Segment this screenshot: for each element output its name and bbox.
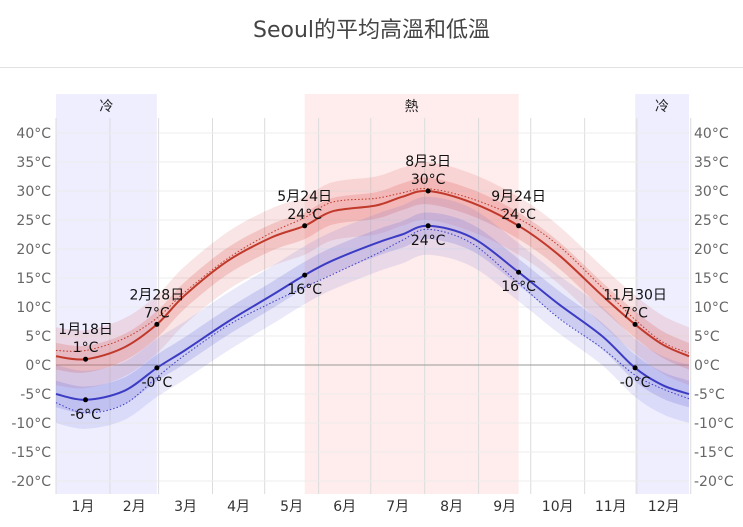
annotation-date: 11月30日: [603, 287, 667, 303]
y-tick-label-right: 0°C: [694, 358, 720, 374]
high-dotted-line: [55, 188, 690, 354]
x-tick-label: 4月: [227, 499, 250, 515]
y-tick-label-left: 25°C: [16, 213, 51, 229]
y-tick-label-left: 35°C: [16, 155, 51, 171]
annotation-value: 7°C: [144, 305, 170, 321]
season-label-2: 冷: [655, 99, 669, 115]
annotation-date: 5月24日: [277, 189, 332, 205]
y-tick-label-right: 40°C: [694, 126, 729, 142]
y-tick-label-right: 20°C: [694, 242, 729, 258]
annotation-point: [632, 321, 638, 327]
y-tick-label-left: 30°C: [16, 184, 51, 200]
y-tick-label-right: -15°C: [694, 445, 734, 461]
y-tick-label-right: 15°C: [694, 271, 729, 287]
y-tick-label-left: 5°C: [25, 329, 51, 345]
annotation-value: -0°C: [141, 375, 172, 391]
y-tick-label-left: -15°C: [11, 445, 51, 461]
y-tick-label-left: -10°C: [11, 416, 51, 432]
y-tick-label-left: -20°C: [11, 474, 51, 490]
x-tick-label: 7月: [386, 499, 409, 515]
y-tick-label-left: 15°C: [16, 271, 51, 287]
annotation-point: [83, 356, 89, 362]
annotation-point: [632, 365, 638, 371]
annotation-date: 2月28日: [129, 287, 184, 303]
y-tick-label-right: -10°C: [694, 416, 734, 432]
x-tick-label: 2月: [123, 499, 146, 515]
title-divider: [0, 67, 743, 68]
y-tick-label-right: 30°C: [694, 184, 729, 200]
y-tick-label-right: 25°C: [694, 213, 729, 229]
annotation-value: 16°C: [501, 279, 536, 295]
annotation-point: [425, 188, 431, 194]
annotation-date: 9月24日: [491, 189, 546, 205]
season-band-2: [635, 94, 689, 494]
y-tick-label-left: -5°C: [20, 387, 51, 403]
y-tick-label-left: 20°C: [16, 242, 51, 258]
annotation-value: 24°C: [501, 207, 536, 223]
annotation-value: -0°C: [620, 375, 651, 391]
x-tick-label: 12月: [648, 499, 680, 515]
chart-title: Seoul的平均高溫和低溫: [252, 18, 491, 43]
x-tick-label: 1月: [71, 499, 94, 515]
annotation-point: [516, 223, 522, 229]
annotation-point: [516, 269, 522, 275]
x-tick-label: 6月: [333, 499, 356, 515]
annotation-point: [83, 397, 89, 403]
season-band-1: [304, 94, 519, 494]
y-tick-label-right: 5°C: [694, 329, 720, 345]
annotation-value: 30°C: [411, 172, 446, 188]
annotation-value: 7°C: [622, 305, 648, 321]
x-tick-label: 11月: [595, 499, 627, 515]
annotation-value: 1°C: [73, 340, 99, 356]
low-dotted-line: [55, 228, 690, 414]
annotation-value: 24°C: [287, 207, 322, 223]
annotation-date: 8月3日: [405, 154, 451, 170]
high-band-inner: [56, 177, 689, 373]
y-tick-label-left: 40°C: [16, 126, 51, 142]
annotation-date: 1月18日: [58, 322, 113, 338]
annotation-point: [154, 365, 160, 371]
low-band-outer: [56, 196, 689, 429]
x-tick-label: 10月: [542, 499, 574, 515]
x-tick-label: 9月: [493, 499, 516, 515]
x-tick-label: 5月: [280, 499, 303, 515]
season-band-0: [56, 94, 157, 494]
annotation-value: 24°C: [411, 233, 446, 249]
annotation-point: [302, 223, 308, 229]
annotation-value: 16°C: [287, 282, 322, 298]
annotation-point: [302, 272, 308, 278]
annotation-value: -6°C: [70, 407, 101, 423]
y-tick-label-right: 35°C: [694, 155, 729, 171]
y-tick-label-right: -20°C: [694, 474, 734, 490]
y-tick-label-right: -5°C: [694, 387, 725, 403]
annotation-point: [425, 223, 431, 229]
annotation-point: [154, 321, 160, 327]
y-tick-label-left: 10°C: [16, 300, 51, 316]
y-tick-label-right: 10°C: [694, 300, 729, 316]
season-label-0: 冷: [99, 99, 113, 115]
x-tick-label: 3月: [174, 499, 197, 515]
high-band-outer: [56, 161, 689, 389]
y-tick-label-left: 0°C: [25, 358, 51, 374]
season-label-1: 熱: [405, 99, 419, 115]
x-tick-label: 8月: [440, 499, 463, 515]
